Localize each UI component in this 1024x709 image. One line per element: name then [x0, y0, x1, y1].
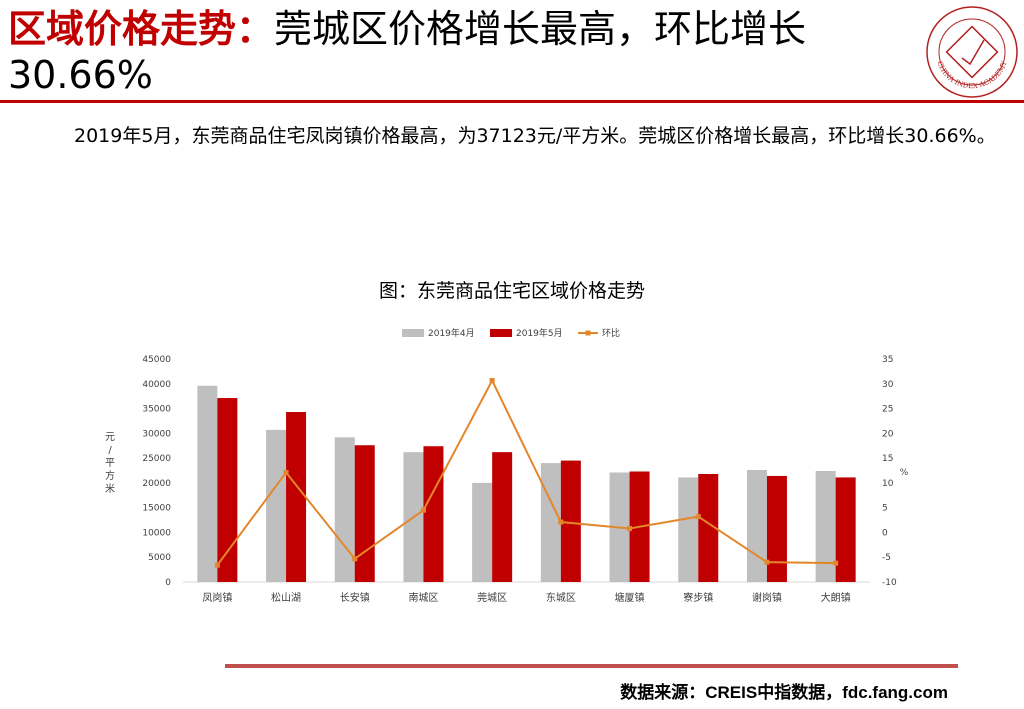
y2-tick-label: 25	[882, 405, 893, 415]
y-tick-label: 15000	[142, 504, 171, 514]
bar	[492, 452, 513, 582]
china-index-academy-logo: CHINA INDEX ACADEMY	[926, 6, 1018, 98]
line-marker	[420, 507, 426, 513]
y2-tick-label: 15	[882, 454, 893, 464]
bar	[560, 460, 581, 582]
legend-label: 环比	[602, 327, 620, 339]
bar	[698, 473, 719, 582]
y2-axis-label: %	[900, 468, 909, 478]
x-tick-label: 南城区	[408, 591, 438, 604]
summary-text: 2019年5月，东莞商品住宅凤岗镇价格最高，为37123元/平方米。莞城区价格增…	[74, 125, 996, 147]
x-tick-label: 凤岗镇	[202, 591, 232, 604]
page-title: 区域价格走势：莞城区价格增长最高，环比增长30.66%	[8, 6, 908, 98]
y2-tick-label: 20	[882, 429, 894, 439]
data-source: 数据来源：CREIS中指数据，fdc.fang.com	[620, 683, 948, 702]
series-line	[216, 378, 836, 566]
chart-title: 图：东莞商品住宅区域价格走势	[378, 280, 645, 302]
y-tick-label: 20000	[142, 479, 171, 489]
y-axis-label: 方	[105, 469, 115, 482]
bar	[197, 385, 218, 582]
legend-marker	[585, 330, 591, 336]
y2-tick-label: 0	[882, 528, 888, 538]
line-marker	[283, 469, 289, 475]
bar	[835, 477, 856, 582]
y-tick-label: 5000	[148, 553, 171, 563]
summary-paragraph: 2019年5月，东莞商品住宅凤岗镇价格最高，为37123元/平方米。莞城区价格增…	[36, 118, 1006, 154]
y2-tick-label: 30	[882, 380, 894, 390]
title-rest: 莞城区价格增长最高，环比增长30.66%	[8, 7, 807, 97]
bar	[678, 477, 699, 582]
footer-divider	[225, 664, 958, 668]
bar	[266, 429, 287, 582]
x-tick-label: 莞城区	[477, 592, 507, 604]
y2-tick-label: 10	[882, 479, 894, 489]
title-accent: 区域价格走势：	[8, 7, 275, 51]
y-tick-label: 30000	[142, 429, 171, 439]
bar	[766, 475, 787, 582]
header-divider	[0, 100, 1024, 103]
legend-label: 2019年4月	[428, 327, 475, 339]
y2-tick-label: 35	[882, 355, 893, 365]
x-tick-label: 寮步镇	[683, 591, 713, 604]
legend-swatch	[402, 329, 424, 337]
y-axis-label: 平	[105, 458, 115, 469]
bar	[423, 446, 444, 582]
bar	[217, 398, 238, 582]
y-tick-label: 0	[165, 578, 171, 588]
line-marker	[489, 378, 495, 384]
x-tick-label: 谢岗镇	[752, 591, 782, 604]
y-axis-label: 元	[105, 432, 115, 443]
line-marker	[764, 559, 770, 565]
y-tick-label: 40000	[142, 380, 171, 390]
y2-tick-label: -10	[882, 578, 897, 588]
bar	[746, 470, 767, 582]
y-tick-label: 10000	[142, 528, 171, 538]
bar	[354, 445, 375, 582]
line-marker	[214, 562, 220, 568]
x-tick-label: 大朗镇	[821, 591, 851, 604]
y-axis-label: /	[108, 445, 112, 456]
y-tick-label: 45000	[142, 355, 171, 365]
line-marker	[558, 519, 564, 525]
y-tick-label: 25000	[142, 454, 171, 464]
x-tick-label: 松山湖	[271, 591, 301, 604]
bar	[286, 412, 307, 582]
y2-tick-label: 5	[882, 504, 888, 514]
line-marker	[627, 525, 633, 531]
y2-tick-label: -5	[882, 553, 891, 563]
legend-label: 2019年5月	[516, 327, 563, 339]
x-tick-label: 塘厦镇	[615, 591, 645, 604]
line-marker	[695, 514, 701, 520]
y-tick-label: 35000	[142, 405, 171, 415]
legend-swatch	[490, 329, 512, 337]
bar	[472, 482, 493, 582]
line-marker	[833, 560, 839, 566]
bar	[540, 463, 561, 582]
bar	[815, 470, 836, 582]
x-tick-label: 东城区	[546, 591, 576, 604]
bar	[334, 437, 355, 582]
x-tick-label: 长安镇	[340, 591, 370, 604]
y-axis-label: 米	[105, 482, 115, 495]
line-marker	[352, 556, 358, 562]
